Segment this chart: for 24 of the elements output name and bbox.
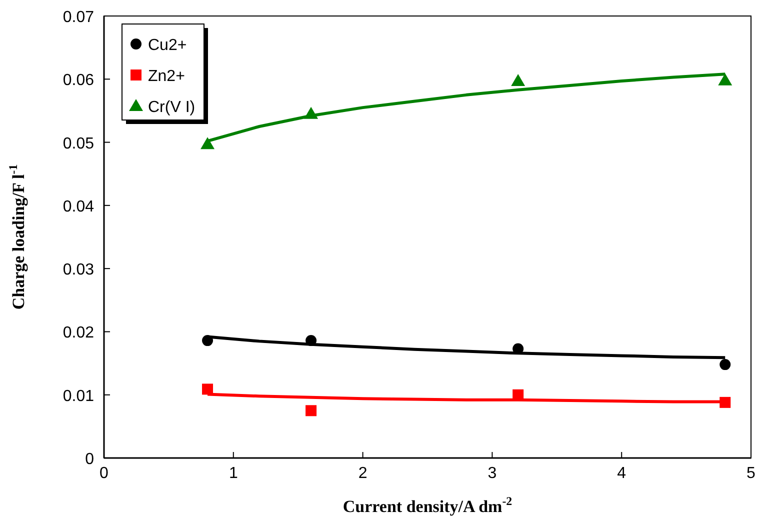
y-tick-label: 0.04 — [62, 198, 94, 216]
legend-label: Cr(V I) — [148, 99, 196, 116]
x-tick-label: 5 — [746, 465, 756, 482]
x-tick-label: 3 — [488, 465, 497, 482]
point — [718, 73, 732, 86]
y-tick-label: 0.02 — [62, 324, 94, 342]
point — [511, 74, 526, 86]
point — [306, 405, 317, 416]
x-tick-label: 0 — [100, 465, 109, 482]
point — [720, 359, 731, 370]
x-tick-label: 4 — [617, 465, 626, 482]
legend-label: Zn2+ — [148, 68, 185, 85]
legend-label: Cu2+ — [148, 37, 187, 54]
point — [200, 137, 215, 150]
y-tick-label: 0.07 — [62, 9, 94, 26]
x-tick-label: 1 — [228, 465, 238, 482]
y-tick-label: 0.03 — [62, 262, 94, 279]
point — [202, 384, 214, 395]
y-tick-label: 0.05 — [62, 135, 94, 152]
x-tick-label: 2 — [358, 465, 368, 482]
y-tick-label: 0.01 — [62, 388, 94, 405]
y-tick-label: 0.06 — [62, 72, 94, 90]
x-axis-title: Current density/A dm$^{-2}$ — [342, 494, 512, 516]
y-tick-label: 0 — [85, 451, 94, 468]
